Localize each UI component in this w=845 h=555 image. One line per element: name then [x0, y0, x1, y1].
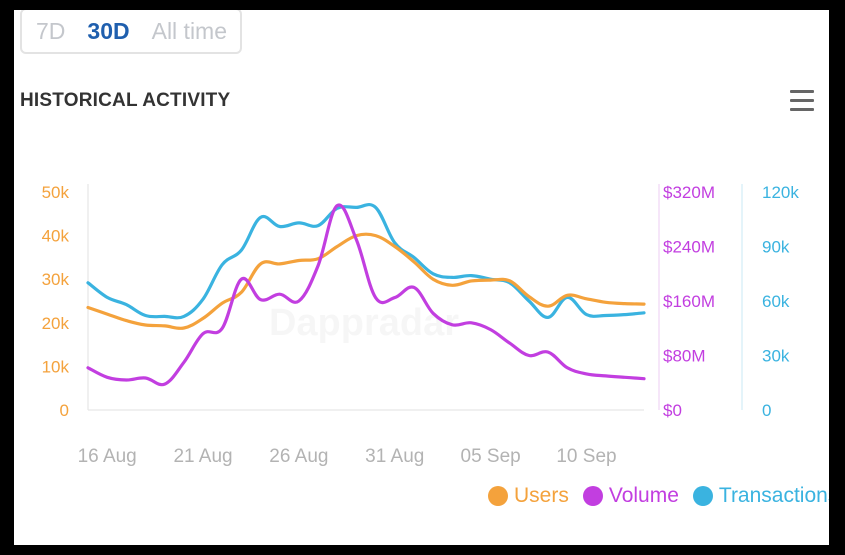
users-axis-tick-label: 30k — [42, 270, 70, 289]
users-axis-tick-label: 20k — [42, 314, 70, 333]
users-series-line — [86, 232, 646, 330]
users-axis-tick-label: 10k — [42, 357, 70, 376]
volume-axis-tick-label: $80M — [663, 347, 706, 366]
users-axis-tick-label: 40k — [42, 227, 70, 246]
x-axis-tick-label: 10 Sep — [556, 446, 616, 467]
volume-axis-tick-label: $240M — [663, 238, 715, 257]
legend-label-transactions: Transactions — [718, 484, 829, 507]
legend-item-volume[interactable]: Volume — [582, 484, 679, 508]
legend-label-volume: Volume — [608, 484, 679, 507]
volume-dot-icon — [582, 486, 603, 506]
volume-series-line — [86, 203, 646, 387]
chart-card: 7D 30D All time HISTORICAL ACTIVITY Dapp… — [14, 10, 829, 545]
volume-axis-tick-label: $0 — [663, 401, 682, 420]
x-axis-tick-label: 05 Sep — [461, 446, 521, 467]
chart-title: HISTORICAL ACTIVITY — [20, 90, 231, 111]
legend: Users Volume Transactions — [488, 484, 829, 508]
x-axis-tick-label: 16 Aug — [78, 446, 137, 467]
transactions-axis-tick-label: 60k — [762, 292, 790, 311]
volume-axis-tick-label: $320M — [663, 183, 715, 202]
tab-all-time[interactable]: All time — [151, 17, 228, 44]
transactions-dot-icon — [692, 486, 713, 506]
transactions-axis-tick-label: 120k — [762, 183, 799, 202]
range-selector: 7D 30D All time — [20, 10, 242, 54]
transactions-series-line — [86, 203, 646, 320]
legend-item-users[interactable]: Users — [488, 484, 569, 508]
x-axis-tick-label: 21 Aug — [173, 446, 232, 467]
hamburger-menu-icon[interactable] — [790, 90, 814, 112]
x-axis-tick-label: 26 Aug — [269, 446, 328, 467]
transactions-axis-tick-label: 90k — [762, 238, 790, 257]
legend-item-transactions[interactable]: Transactions — [692, 484, 829, 508]
legend-label-users: Users — [514, 484, 569, 507]
tab-7d[interactable]: 7D — [36, 17, 66, 44]
users-axis-tick-label: 0 — [60, 401, 69, 420]
users-axis-tick-label: 50k — [42, 183, 70, 202]
transactions-axis-tick-label: 0 — [762, 401, 771, 420]
transactions-axis-tick-label: 30k — [762, 347, 790, 366]
x-axis-tick-label: 31 Aug — [365, 446, 424, 467]
users-dot-icon — [488, 486, 508, 506]
volume-axis-tick-label: $160M — [663, 292, 715, 311]
tab-30d[interactable]: 30D — [87, 17, 130, 44]
chart-canvas: Dappradar010k20k30k40k50k$0$80M$160M$240… — [42, 183, 800, 467]
